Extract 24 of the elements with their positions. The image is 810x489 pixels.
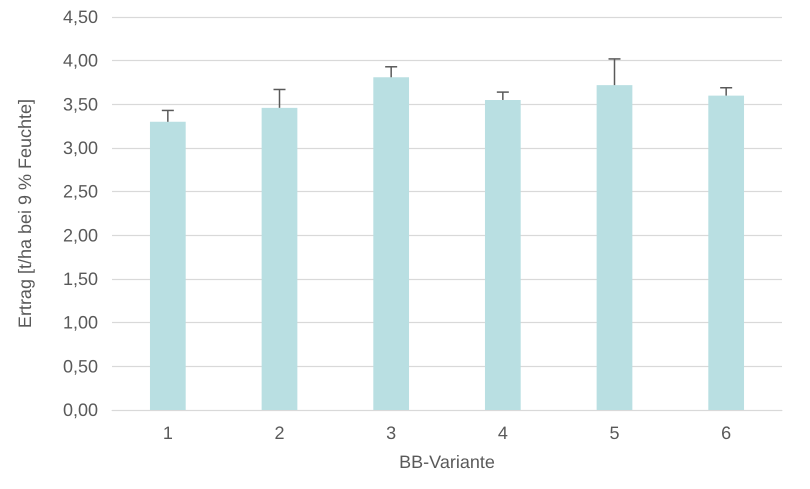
y-tick-label: 0,50 bbox=[62, 356, 98, 376]
bar bbox=[596, 85, 632, 410]
y-tick-label: 4,00 bbox=[62, 50, 98, 71]
x-tick-label: 1 bbox=[162, 423, 173, 443]
x-tick-label: 3 bbox=[386, 423, 396, 443]
y-tick-label: 2,50 bbox=[62, 182, 98, 202]
bar bbox=[373, 77, 410, 410]
bar bbox=[262, 108, 298, 410]
y-tick-label: 3,50 bbox=[62, 94, 98, 114]
y-tick-label: 1,50 bbox=[62, 269, 98, 289]
bar bbox=[484, 100, 521, 410]
x-tick-label: 2 bbox=[274, 423, 285, 443]
y-tick-label: 4,50 bbox=[62, 7, 98, 27]
x-axis-title: BB-Variante bbox=[399, 452, 495, 472]
bar bbox=[708, 96, 744, 410]
y-tick-label: 2,00 bbox=[62, 225, 98, 246]
y-axis-title: Ertrag [t/ha bei 9 % Feuchte] bbox=[15, 98, 35, 328]
x-tick-label: 6 bbox=[721, 423, 732, 443]
y-tick-label: 1,00 bbox=[62, 312, 98, 333]
y-tick-label: 3,00 bbox=[62, 138, 98, 158]
x-tick-label: 5 bbox=[609, 423, 620, 443]
y-tick-label: 0,00 bbox=[62, 400, 98, 420]
bar bbox=[150, 122, 186, 410]
x-tick-label: 4 bbox=[498, 423, 508, 443]
